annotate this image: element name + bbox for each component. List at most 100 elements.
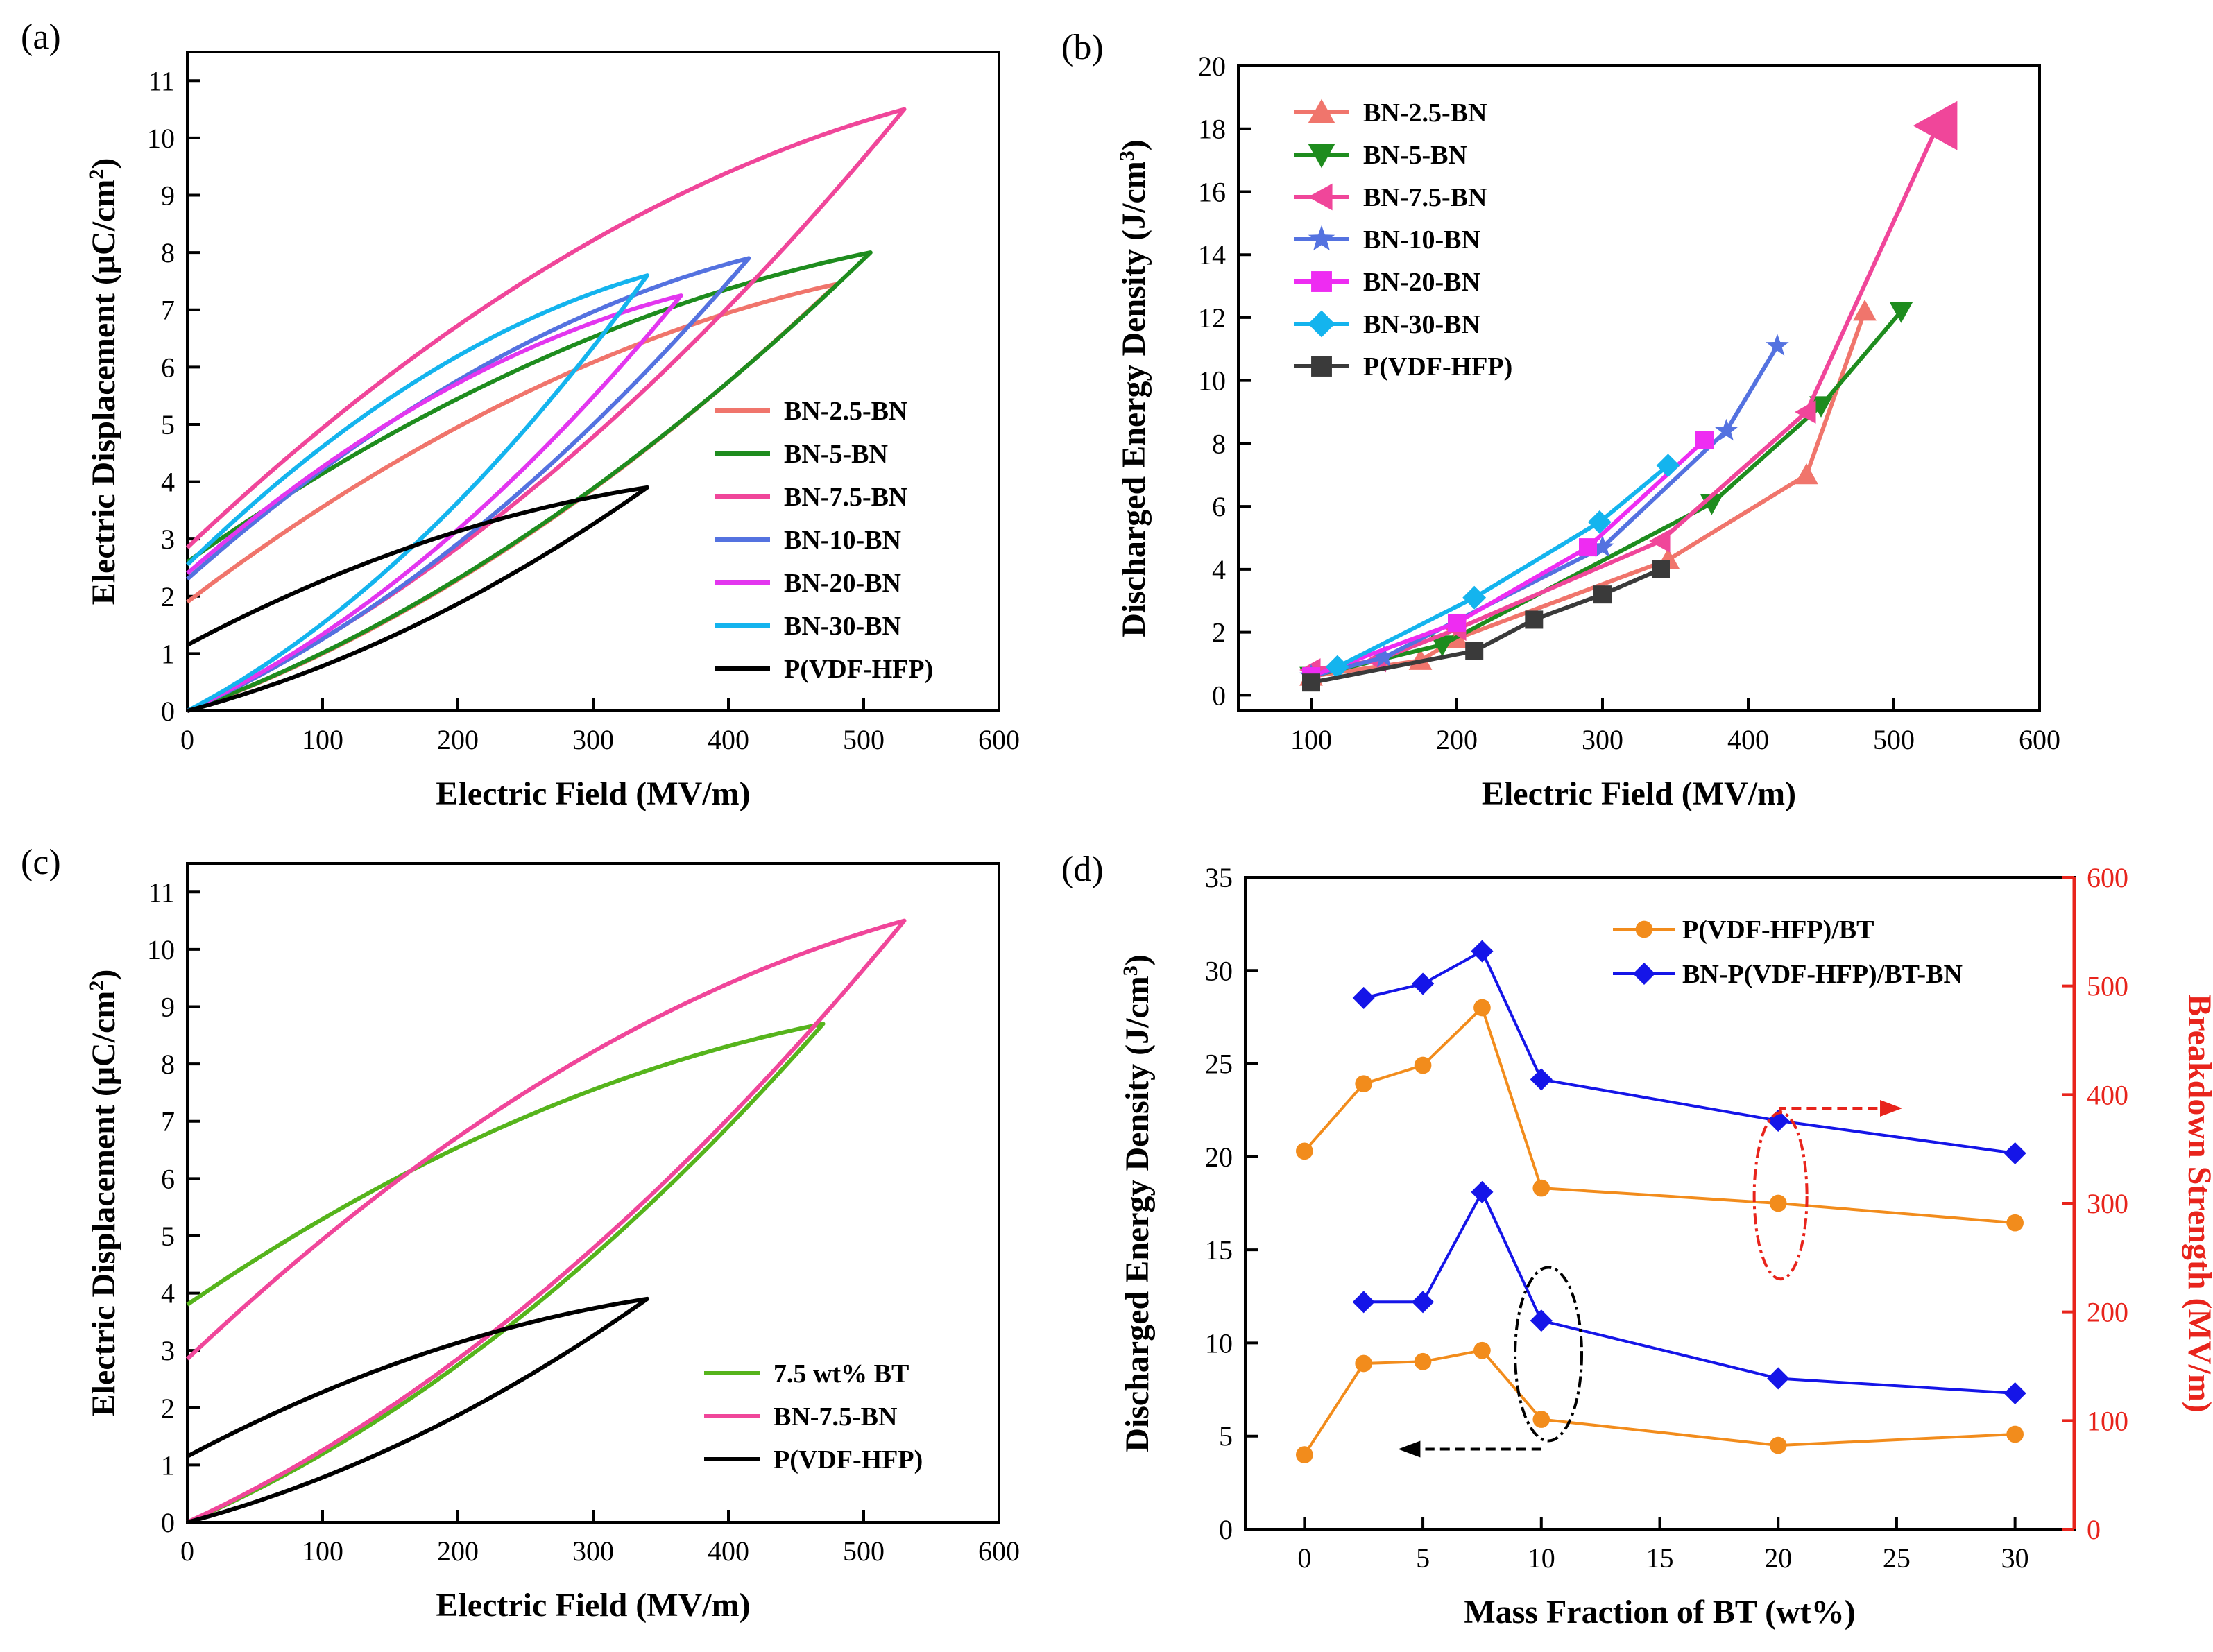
y-tick-label: 2 <box>1212 617 1226 648</box>
data-point-bn-5-bn <box>1889 302 1913 323</box>
y-axis-label: Electric Displacement (μC/cm2) <box>85 158 123 605</box>
y-tick-label: 0 <box>161 1507 175 1538</box>
legend-label-bn-7-5-bn: BN-7.5-BN <box>784 483 907 512</box>
right-tick-label: 300 <box>2087 1188 2128 1219</box>
y-axis-label-end: ) <box>85 970 122 981</box>
x-tick-label: 0 <box>180 1535 194 1567</box>
y-tick-label: 10 <box>1205 1327 1233 1359</box>
y-tick-label: 6 <box>161 352 175 383</box>
x-tick-label: 500 <box>843 1535 885 1567</box>
y-tick-label: 35 <box>1205 862 1233 893</box>
y-tick-label: 5 <box>161 1221 175 1252</box>
legend-label-p-vdf-hfp: P(VDF-HFP) <box>774 1445 923 1474</box>
series-line-p-vdf-hfp-bt <box>1303 1349 2015 1456</box>
data-point-bn-20-bn <box>1448 613 1466 632</box>
y-tick-label: 8 <box>161 237 175 268</box>
x-tick-label: 0 <box>180 724 194 755</box>
right-tick-label: 500 <box>2087 971 2128 1002</box>
legend-marker-p-vdf-hfp-bt <box>1635 920 1653 938</box>
y-tick-label: 11 <box>148 65 175 96</box>
data-point-bn-30-bn <box>1656 454 1680 478</box>
y-tick-label: 20 <box>1198 51 1226 82</box>
data-point-bn-p-vdf-hfp-bt-bn <box>1471 1180 1494 1203</box>
loop-bn-10-bn <box>186 256 751 713</box>
y-tick-label: 1 <box>161 638 175 669</box>
y-axis-label-main: Discharged Energy Density (J/cm <box>1119 976 1156 1452</box>
legend-label-bn-30-bn: BN-30-BN <box>1363 310 1480 339</box>
legend-label-bn-5-bn: BN-5-BN <box>1363 141 1467 170</box>
y-axis-label-sup: 3 <box>1116 150 1138 161</box>
data-point-p-vdf-hfp-bt-breakdown <box>1532 1179 1550 1197</box>
data-point-p-vdf-hfp-bt <box>1355 1354 1373 1373</box>
legend-label-bn-2-5-bn: BN-2.5-BN <box>784 397 907 426</box>
y-tick-label: 3 <box>161 1335 175 1366</box>
x-tick-label: 100 <box>302 724 343 755</box>
x-tick-label: 25 <box>1883 1542 1911 1574</box>
loop-bn-7-5-bn <box>185 918 907 1524</box>
data-point-bn-p-vdf-hfp-bt-bn <box>1412 1291 1435 1314</box>
legend-label-p-vdf-hfp: P(VDF-HFP) <box>1363 352 1512 381</box>
legend-label-bn-10-bn: BN-10-BN <box>1363 225 1480 255</box>
data-point-p-vdf-hfp <box>1302 673 1320 692</box>
loop-p-vdf-hfp <box>186 1296 649 1524</box>
y-axis-label-end: ) <box>85 158 122 169</box>
y-axis-label-sup: 2 <box>85 169 108 180</box>
y-axis-label-end: ) <box>1116 139 1152 150</box>
data-point-bn-20-bn <box>1695 431 1714 449</box>
y-tick-label: 10 <box>1198 365 1226 397</box>
y-tick-label: 2 <box>161 581 175 612</box>
x-tick-label: 5 <box>1416 1542 1430 1574</box>
y-axis-label: Discharged Energy Density (J/cm3) <box>1116 139 1153 637</box>
data-point-bn-30-bn <box>1325 655 1349 679</box>
y-tick-label: 5 <box>161 409 175 440</box>
data-point-p-vdf-hfp-bt <box>2006 1425 2024 1443</box>
x-tick-label: 10 <box>1528 1542 1555 1574</box>
y-axis-label-end: ) <box>1119 954 1156 965</box>
y-tick-label: 4 <box>161 467 175 498</box>
loop-bn-30-bn <box>185 273 649 713</box>
data-point-p-vdf-hfp-bt <box>1769 1436 1787 1454</box>
right-tick-label: 200 <box>2087 1297 2128 1328</box>
y-tick-label: 30 <box>1205 955 1233 986</box>
y-tick-label: 0 <box>161 696 175 727</box>
y-tick-label: 12 <box>1198 302 1226 334</box>
data-point-p-vdf-hfp-bt-breakdown <box>1296 1142 1313 1160</box>
loop-p-vdf-hfp <box>186 485 649 713</box>
data-point-p-vdf-hfp-bt <box>1296 1446 1313 1463</box>
right-tick-label: 0 <box>2087 1514 2101 1545</box>
legend-label-p-vdf-hfp: P(VDF-HFP) <box>784 655 933 684</box>
data-point-bn-7-5-bn <box>1795 400 1816 424</box>
y-tick-label: 25 <box>1205 1049 1233 1080</box>
data-point-bn-10-bn <box>1766 334 1789 356</box>
x-tick-label: 300 <box>572 724 614 755</box>
data-point-bn-p-vdf-hfp-bt-bn <box>1767 1367 1790 1390</box>
data-point-bn-7-5-bn <box>1913 101 1958 150</box>
x-axis-label: Electric Field (MV/m) <box>436 1587 750 1624</box>
data-point-bn-7-5-bn <box>1649 529 1671 553</box>
legend-marker-bn-10-bn <box>1308 225 1335 251</box>
data-point-bn-10-bn <box>1591 535 1614 558</box>
legend-label-bn-2-5-bn: BN-2.5-BN <box>1363 98 1487 128</box>
y-axis-label-sup: 2 <box>85 981 108 991</box>
legend-marker-bn-20-bn <box>1311 271 1332 292</box>
data-point-bn-20-bn <box>1579 538 1597 557</box>
series-line-bn-p-vdf-hfp-bt-bn <box>1363 1189 2015 1395</box>
x-tick-label: 400 <box>1727 724 1769 755</box>
legend-marker-p-vdf-hfp <box>1311 356 1332 377</box>
x-tick-label: 100 <box>1290 724 1332 755</box>
x-tick-label: 400 <box>708 1535 749 1567</box>
y-tick-label: 6 <box>1212 491 1226 522</box>
right-tick-label: 600 <box>2087 862 2128 893</box>
legend-label-bn-10-bn: BN-10-BN <box>784 526 901 555</box>
x-tick-label: 200 <box>1436 724 1478 755</box>
x-tick-label: 20 <box>1764 1542 1792 1574</box>
y-tick-label: 20 <box>1205 1142 1233 1173</box>
y-tick-label: 7 <box>161 1106 175 1137</box>
x-tick-label: 100 <box>302 1535 343 1567</box>
data-point-bn-5-bn <box>1430 635 1454 657</box>
data-point-bn-p-vdf-hfp-bt-bn-breakdown <box>1530 1068 1553 1091</box>
y-tick-label: 0 <box>1212 680 1226 711</box>
data-point-p-vdf-hfp-bt <box>1532 1411 1550 1428</box>
